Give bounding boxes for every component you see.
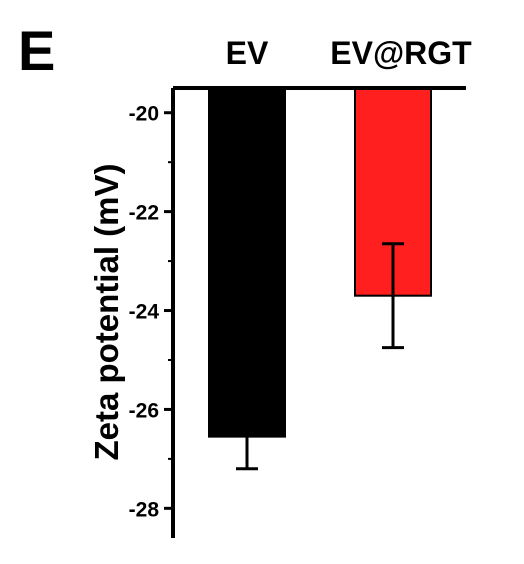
panel-label: E — [18, 19, 55, 82]
y-tick-label-2: -24 — [129, 301, 160, 324]
bar-0 — [208, 87, 286, 438]
plot-area: -20 -22 -24 -26 -28 EV EV@RGT — [129, 35, 472, 538]
y-tick-label-3: -26 — [129, 399, 159, 422]
y-tick-label-0: -20 — [129, 103, 159, 126]
category-label-0: EV — [226, 35, 269, 71]
y-tick-label-4: -28 — [129, 498, 160, 521]
category-label-1: EV@RGT — [330, 35, 472, 71]
y-tick-label-1: -22 — [129, 202, 159, 225]
y-axis-title: Zeta potential (mV) — [88, 163, 125, 460]
